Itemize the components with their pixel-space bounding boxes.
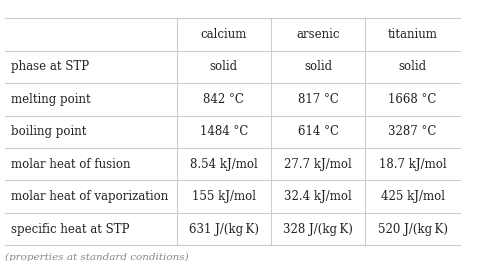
Text: arsenic: arsenic (297, 28, 340, 41)
Text: 842 °C: 842 °C (203, 93, 244, 106)
Text: 631 J/(kg K): 631 J/(kg K) (189, 223, 259, 236)
Text: 3287 °C: 3287 °C (389, 125, 437, 138)
Text: 18.7 kJ/mol: 18.7 kJ/mol (379, 158, 446, 171)
Text: 32.4 kJ/mol: 32.4 kJ/mol (285, 190, 352, 203)
Text: titanium: titanium (388, 28, 438, 41)
Text: 1668 °C: 1668 °C (389, 93, 437, 106)
Text: 520 J/(kg K): 520 J/(kg K) (378, 223, 448, 236)
Text: 328 J/(kg K): 328 J/(kg K) (283, 223, 353, 236)
Text: solid: solid (210, 61, 238, 73)
Text: molar heat of fusion: molar heat of fusion (11, 158, 130, 171)
Text: 817 °C: 817 °C (298, 93, 339, 106)
Text: specific heat at STP: specific heat at STP (11, 223, 129, 236)
Text: calcium: calcium (201, 28, 247, 41)
Text: molar heat of vaporization: molar heat of vaporization (11, 190, 168, 203)
Text: 8.54 kJ/mol: 8.54 kJ/mol (190, 158, 257, 171)
Text: solid: solid (398, 61, 427, 73)
Text: 614 °C: 614 °C (298, 125, 339, 138)
Text: 1484 °C: 1484 °C (200, 125, 248, 138)
Text: 425 kJ/mol: 425 kJ/mol (380, 190, 445, 203)
Text: 155 kJ/mol: 155 kJ/mol (192, 190, 256, 203)
Text: boiling point: boiling point (11, 125, 86, 138)
Text: (properties at standard conditions): (properties at standard conditions) (5, 253, 188, 261)
Text: melting point: melting point (11, 93, 91, 106)
Text: phase at STP: phase at STP (11, 61, 89, 73)
Text: 27.7 kJ/mol: 27.7 kJ/mol (285, 158, 352, 171)
Text: solid: solid (304, 61, 333, 73)
